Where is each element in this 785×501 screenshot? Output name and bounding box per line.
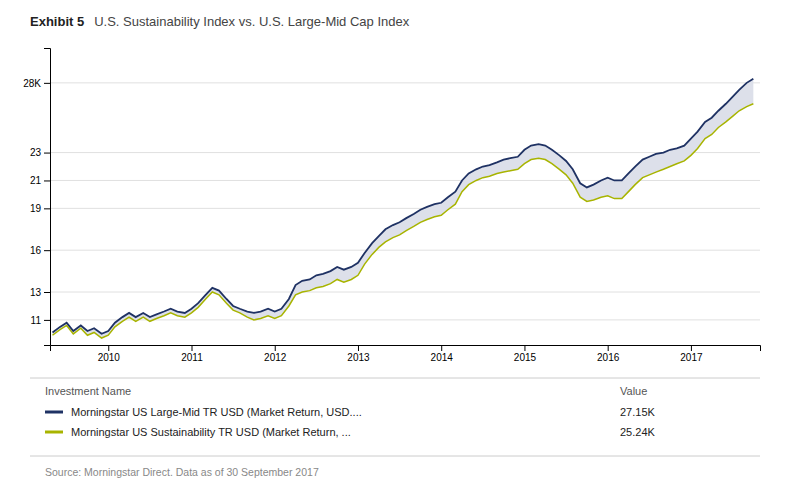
grid-line — [50, 152, 760, 153]
x-axis-line — [51, 346, 761, 352]
x-tick-label: 2011 — [181, 352, 203, 363]
x-axis: 2010 2011 2012 2013 2014 2015 2016 2017 — [51, 345, 761, 363]
y-tick-mark — [44, 250, 50, 251]
legend-value: 25.24K — [620, 426, 656, 438]
x-tick-label: 2012 — [264, 352, 287, 363]
y-tick-label: 13 — [30, 287, 42, 298]
x-tick-mark — [275, 345, 276, 351]
grid-line — [50, 82, 760, 83]
x-tick: 2011 — [181, 345, 203, 363]
x-tick-mark — [691, 345, 692, 351]
x-tick: 2015 — [514, 345, 537, 363]
grid-line — [50, 292, 760, 293]
x-tick-mark — [192, 345, 193, 351]
y-tick-mark — [44, 180, 50, 181]
y-tick-mark — [44, 320, 50, 321]
x-tick: 2017 — [680, 345, 703, 363]
x-tick-label: 2017 — [680, 352, 703, 363]
y-tick-label: 11 — [31, 315, 42, 326]
legend-entry: Morningstar US Sustainability TR USD (Ma… — [71, 426, 351, 438]
y-tick-label: 16 — [30, 245, 42, 256]
legend-entry: Morningstar US Large-Mid TR USD (Market … — [71, 406, 362, 418]
x-tick-label: 2015 — [514, 352, 537, 363]
y-axis-line — [44, 49, 51, 346]
y-tick-mark — [44, 83, 50, 84]
source-note: Source: Morningstar Direct. Data as of 3… — [45, 466, 319, 478]
x-tick-label: 2016 — [597, 352, 620, 363]
legend-swatch — [45, 431, 63, 434]
x-tick-mark — [441, 345, 442, 351]
y-tick: 13 — [30, 287, 50, 298]
x-tick: 2012 — [264, 345, 287, 363]
band-area — [52, 79, 753, 338]
x-tick-mark — [358, 345, 359, 351]
legend-header: Investment Name — [45, 385, 131, 397]
x-tick-label: 2010 — [98, 352, 121, 363]
y-tick-label: 28K — [23, 78, 41, 89]
x-tick: 2013 — [347, 345, 370, 363]
separator — [30, 456, 760, 457]
x-tick: 2010 — [98, 345, 121, 363]
y-tick-mark — [44, 153, 50, 154]
y-tick: 19 — [30, 203, 50, 214]
x-tick-label: 2014 — [431, 352, 454, 363]
y-tick-label: 21 — [30, 175, 42, 186]
y-tick: 28K — [23, 78, 50, 89]
y-tick-mark — [44, 292, 50, 293]
chart: Exhibit 5 U.S. Sustainability Index vs. U… — [0, 0, 785, 501]
title-group: Exhibit 5 U.S. Sustainability Index vs. U… — [30, 14, 410, 29]
title: Exhibit 5 — [30, 14, 84, 29]
x-tick-mark — [608, 345, 609, 351]
x-tick: 2014 — [431, 345, 454, 363]
legend: Investment Name Value Morningstar US Large… — [30, 378, 760, 456]
grid — [50, 83, 760, 320]
x-tick: 2016 — [597, 345, 620, 363]
series-line — [52, 79, 753, 334]
y-tick: 11 — [31, 315, 50, 326]
grid-line — [50, 319, 760, 320]
y-tick-mark — [44, 208, 50, 209]
x-tick-mark — [524, 345, 525, 351]
x-tick-mark — [108, 345, 109, 351]
separator — [30, 378, 760, 379]
subtitle: U.S. Sustainability Index vs. U.S. Large… — [94, 14, 410, 29]
x-tick-label: 2013 — [347, 352, 370, 363]
legend-header: Value — [620, 385, 647, 397]
legend-swatch — [45, 411, 63, 414]
y-tick: 21 — [30, 175, 50, 186]
y-tick: 16 — [30, 245, 50, 256]
plot-area — [52, 79, 753, 338]
y-tick-label: 19 — [30, 203, 42, 214]
grid-line — [50, 180, 760, 181]
y-tick-label: 23 — [30, 147, 42, 158]
y-tick: 23 — [30, 147, 50, 158]
grid-line — [50, 250, 760, 251]
legend-value: 27.15K — [620, 406, 656, 418]
grid-line — [50, 208, 760, 209]
y-axis: 11 13 16 19 21 23 28K — [23, 49, 50, 346]
